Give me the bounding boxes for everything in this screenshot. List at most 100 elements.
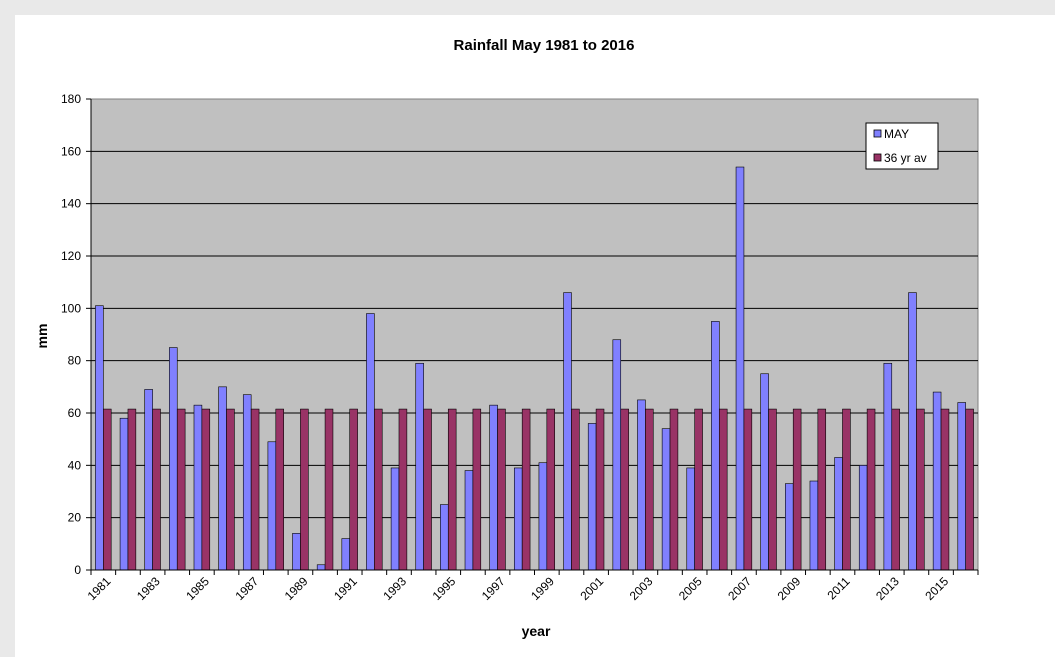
bar-average [965, 408, 974, 571]
bar-may [169, 347, 178, 571]
y-tick-label: 0 [74, 563, 81, 577]
bar-may [489, 404, 498, 571]
bar-may [686, 467, 695, 571]
bar-average [521, 408, 531, 571]
bar-average [127, 408, 137, 571]
x-tick-label: 2015 [922, 574, 951, 603]
x-tick-label: 2007 [725, 574, 754, 603]
bar-may [95, 305, 104, 571]
bar-average [103, 408, 112, 571]
bar-may [908, 292, 917, 571]
bar-may [957, 402, 966, 571]
bar-may [218, 386, 227, 571]
bar-average [743, 408, 753, 571]
bar-average [792, 408, 802, 571]
bar-may [366, 313, 375, 571]
x-tick-label: 1999 [528, 574, 557, 603]
bar-average [595, 408, 605, 571]
bar-average [176, 408, 186, 571]
bar-may [563, 292, 572, 571]
y-tick-labels: 0 20 40 60 80 100 120 140 160 180 [61, 92, 81, 577]
bar-average [423, 408, 432, 571]
bar-may [637, 399, 646, 571]
bar-average [374, 408, 383, 571]
bar-may [809, 480, 819, 571]
bar-may [858, 465, 868, 571]
bar-average [250, 408, 260, 571]
x-tick-label: 1983 [134, 574, 163, 603]
y-tick-label: 120 [61, 249, 81, 263]
x-tick-label: 1981 [85, 574, 114, 603]
bar-average [300, 408, 309, 571]
x-tick-label: 2011 [824, 574, 852, 602]
bar-average [768, 408, 777, 571]
x-tick-labels: 1981 1983 1985 1987 1989 1991 1993 1995 1997 1999… [85, 574, 952, 603]
y-tick-label: 80 [68, 354, 82, 368]
x-tick-label: 1989 [282, 574, 311, 603]
bar-may [267, 441, 277, 571]
bar-may [834, 457, 843, 571]
x-tick-label: 2013 [873, 574, 902, 603]
plot-area [90, 98, 979, 571]
bar-may [735, 166, 745, 571]
bar-average [694, 408, 703, 571]
bar-average [546, 408, 556, 571]
bar-average [275, 408, 284, 571]
bar-average [669, 408, 679, 571]
bar-average [620, 408, 629, 571]
bar-may [760, 373, 769, 571]
bar-may [513, 467, 523, 571]
bar-average [645, 408, 654, 571]
y-tick-label: 160 [61, 144, 81, 158]
x-tick-label: 2001 [577, 574, 606, 603]
bar-average [571, 408, 580, 571]
bar-may [144, 389, 153, 571]
y-tick-label: 100 [61, 301, 81, 315]
bar-average [718, 408, 728, 571]
bar-average [891, 408, 900, 571]
legend-label-average: 36 yr av [884, 151, 927, 165]
bar-may [440, 504, 449, 571]
legend-swatch-may [873, 129, 882, 138]
bar-average [842, 408, 851, 571]
y-tick-label: 20 [68, 511, 82, 525]
x-tick-label: 2005 [676, 574, 705, 603]
y-tick-label: 180 [61, 92, 81, 106]
x-tick-label: 1995 [430, 574, 459, 603]
bar-may [661, 428, 671, 571]
bar-may [711, 321, 720, 571]
bar-average [398, 408, 408, 571]
bar-may [785, 483, 794, 571]
bar-may [341, 538, 351, 571]
axes [86, 98, 979, 575]
bar-may [883, 362, 893, 571]
x-tick-label: 1991 [331, 574, 360, 603]
bar-average [497, 408, 506, 571]
bar-may [932, 391, 942, 571]
x-tick-label: 1993 [380, 574, 409, 603]
legend: MAY 36 yr av [865, 122, 939, 170]
x-tick-label: 1997 [479, 574, 508, 603]
bar-average [866, 408, 876, 571]
y-tick-label: 60 [68, 406, 82, 420]
bar-average [152, 408, 161, 571]
bar-may [316, 564, 326, 571]
bar-average [201, 408, 211, 571]
bar-may [390, 467, 400, 571]
legend-swatch-average [873, 153, 882, 162]
y-axis-label: mm [34, 324, 50, 349]
bar-may [612, 339, 622, 571]
bar-may [292, 533, 301, 571]
x-tick-label: 2009 [775, 574, 804, 603]
bar-average [472, 408, 482, 571]
bar-average [324, 408, 334, 571]
x-tick-label: 1985 [183, 574, 212, 603]
legend-label-may: MAY [884, 127, 909, 141]
bar-average [916, 408, 925, 571]
x-tick-label: 2003 [627, 574, 656, 603]
bar-may [587, 423, 597, 571]
bar-may [415, 362, 424, 571]
bar-average [349, 408, 358, 571]
bar-average [447, 408, 457, 571]
